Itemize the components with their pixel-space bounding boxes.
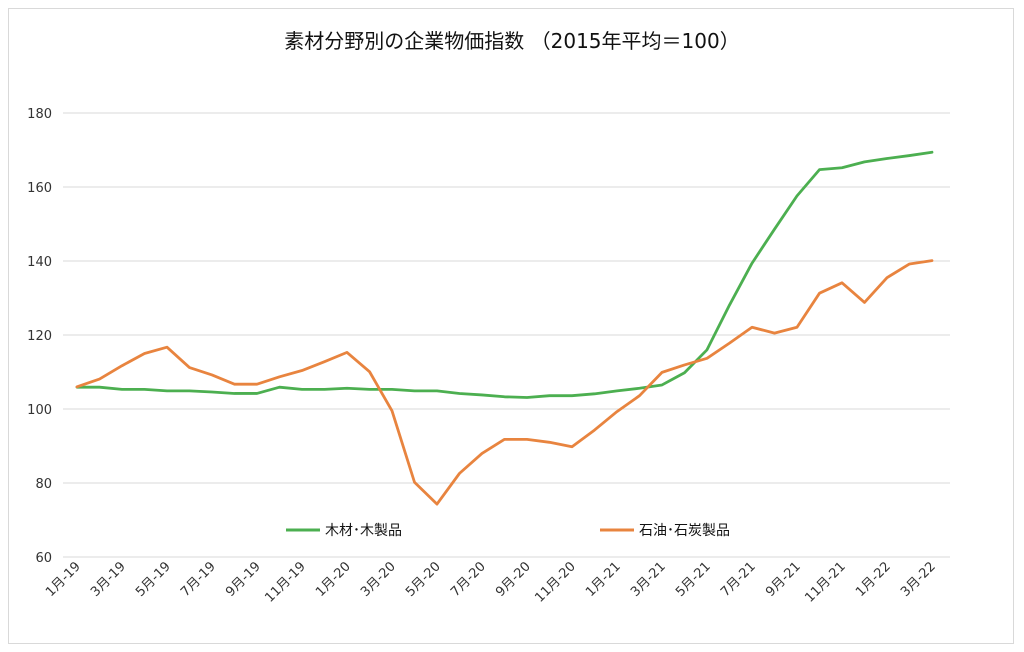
x-tick-label: 9月-19 [223, 559, 264, 600]
x-tick-label: 9月-21 [763, 559, 804, 600]
x-tick-label: 3月-22 [898, 559, 939, 600]
series-line-wood [75, 150, 934, 399]
x-tick-label: 5月-20 [403, 559, 444, 600]
y-tick-label: 140 [27, 255, 52, 270]
legend-label-petroleum: 石油･石炭製品 [639, 523, 730, 539]
x-tick-label: 7月-19 [178, 559, 219, 600]
chart-frame [8, 8, 1014, 644]
x-tick-label: 5月-21 [673, 559, 714, 600]
x-tick-label: 11月-19 [262, 559, 309, 606]
x-tick-label: 7月-21 [718, 559, 759, 600]
x-tick-label: 1月-21 [583, 559, 624, 600]
y-tick-label: 160 [27, 181, 52, 196]
x-tick-label: 5月-19 [133, 559, 174, 600]
y-tick-label: 180 [27, 107, 52, 122]
x-tick-label: 7月-20 [448, 559, 489, 600]
chart-title: 素材分野別の企業物価指数 （2015年平均＝100） [284, 29, 739, 53]
x-tick-label: 3月-19 [88, 559, 129, 600]
series-line-petroleum [75, 259, 934, 506]
x-tick-label: 1月-20 [313, 559, 354, 600]
y-tick-label: 80 [35, 477, 52, 492]
x-tick-label: 11月-20 [532, 559, 579, 606]
legend-label-wood: 木材･木製品 [325, 523, 402, 539]
y-tick-label: 120 [27, 329, 52, 344]
y-tick-label: 100 [27, 403, 52, 418]
y-tick-label: 60 [35, 551, 52, 566]
x-tick-label: 11月-21 [802, 559, 849, 606]
x-tick-label: 3月-21 [628, 559, 669, 600]
x-tick-label: 3月-20 [358, 559, 399, 600]
x-tick-label: 9月-20 [493, 559, 534, 600]
x-tick-label: 1月-22 [853, 559, 894, 600]
